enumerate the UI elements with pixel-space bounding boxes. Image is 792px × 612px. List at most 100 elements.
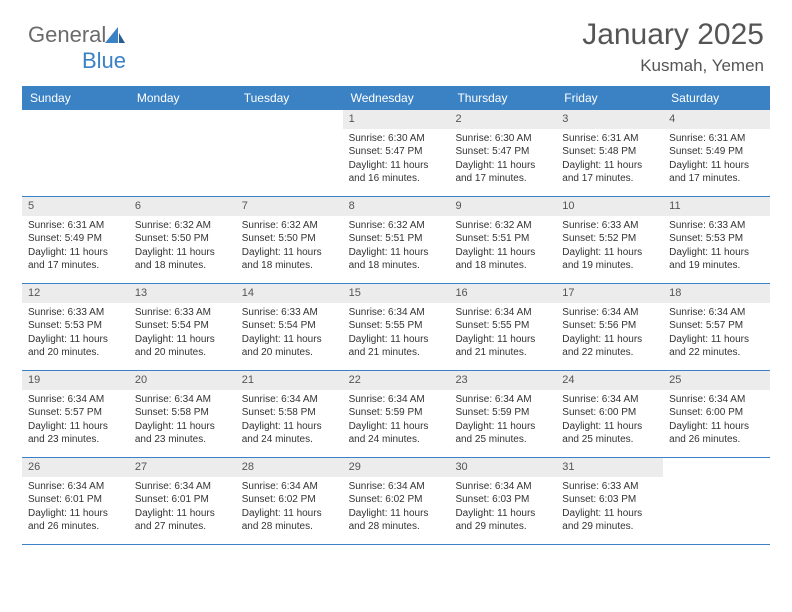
calendar-day-cell: 8Sunrise: 6:32 AMSunset: 5:51 PMDaylight…: [343, 197, 450, 283]
sunrise-text: Sunrise: 6:34 AM: [242, 480, 337, 494]
calendar-day-cell: 18Sunrise: 6:34 AMSunset: 5:57 PMDayligh…: [663, 284, 770, 370]
sunset-text: Sunset: 5:59 PM: [349, 406, 444, 420]
daylight-line1: Daylight: 11 hours: [455, 159, 550, 173]
calendar-header-cell: Sunday: [22, 86, 129, 110]
day-info: Sunrise: 6:32 AMSunset: 5:50 PMDaylight:…: [236, 216, 343, 277]
sunrise-text: Sunrise: 6:34 AM: [242, 393, 337, 407]
calendar-week-row: 26Sunrise: 6:34 AMSunset: 6:01 PMDayligh…: [22, 458, 770, 545]
sunrise-text: Sunrise: 6:34 AM: [349, 480, 444, 494]
daylight-line1: Daylight: 11 hours: [242, 507, 337, 521]
calendar-day-cell: 28Sunrise: 6:34 AMSunset: 6:02 PMDayligh…: [236, 458, 343, 544]
sunset-text: Sunset: 5:58 PM: [135, 406, 230, 420]
daylight-line2: and 29 minutes.: [455, 520, 550, 534]
daylight-line2: and 18 minutes.: [349, 259, 444, 273]
calendar-day-cell: 9Sunrise: 6:32 AMSunset: 5:51 PMDaylight…: [449, 197, 556, 283]
day-number: 14: [236, 284, 343, 303]
calendar-day-cell: [663, 458, 770, 544]
sunrise-text: Sunrise: 6:34 AM: [349, 393, 444, 407]
daylight-line1: Daylight: 11 hours: [562, 246, 657, 260]
calendar-week-row: 19Sunrise: 6:34 AMSunset: 5:57 PMDayligh…: [22, 371, 770, 458]
daylight-line1: Daylight: 11 hours: [562, 420, 657, 434]
sunset-text: Sunset: 5:52 PM: [562, 232, 657, 246]
sunrise-text: Sunrise: 6:33 AM: [28, 306, 123, 320]
day-number: 23: [449, 371, 556, 390]
daylight-line1: Daylight: 11 hours: [349, 333, 444, 347]
calendar-day-cell: 24Sunrise: 6:34 AMSunset: 6:00 PMDayligh…: [556, 371, 663, 457]
day-info: Sunrise: 6:34 AMSunset: 6:02 PMDaylight:…: [236, 477, 343, 538]
day-number: 28: [236, 458, 343, 477]
daylight-line2: and 22 minutes.: [562, 346, 657, 360]
sunrise-text: Sunrise: 6:34 AM: [455, 480, 550, 494]
calendar-header-row: SundayMondayTuesdayWednesdayThursdayFrid…: [22, 86, 770, 110]
daylight-line1: Daylight: 11 hours: [242, 420, 337, 434]
day-info: Sunrise: 6:31 AMSunset: 5:49 PMDaylight:…: [663, 129, 770, 190]
day-info: Sunrise: 6:34 AMSunset: 5:59 PMDaylight:…: [449, 390, 556, 451]
calendar: SundayMondayTuesdayWednesdayThursdayFrid…: [22, 86, 770, 545]
day-number: 2: [449, 110, 556, 129]
day-number: 10: [556, 197, 663, 216]
calendar-day-cell: 7Sunrise: 6:32 AMSunset: 5:50 PMDaylight…: [236, 197, 343, 283]
daylight-line2: and 23 minutes.: [135, 433, 230, 447]
calendar-day-cell: 30Sunrise: 6:34 AMSunset: 6:03 PMDayligh…: [449, 458, 556, 544]
day-info: Sunrise: 6:34 AMSunset: 6:03 PMDaylight:…: [449, 477, 556, 538]
sunrise-text: Sunrise: 6:34 AM: [28, 393, 123, 407]
daylight-line1: Daylight: 11 hours: [135, 246, 230, 260]
daylight-line1: Daylight: 11 hours: [349, 507, 444, 521]
day-number: 31: [556, 458, 663, 477]
day-info: Sunrise: 6:34 AMSunset: 5:58 PMDaylight:…: [129, 390, 236, 451]
daylight-line2: and 24 minutes.: [349, 433, 444, 447]
day-number: 3: [556, 110, 663, 129]
daylight-line2: and 18 minutes.: [135, 259, 230, 273]
page-title: January 2025: [582, 18, 764, 52]
calendar-body: 1Sunrise: 6:30 AMSunset: 5:47 PMDaylight…: [22, 110, 770, 545]
daylight-line2: and 21 minutes.: [349, 346, 444, 360]
sunset-text: Sunset: 5:49 PM: [28, 232, 123, 246]
calendar-day-cell: 20Sunrise: 6:34 AMSunset: 5:58 PMDayligh…: [129, 371, 236, 457]
sunset-text: Sunset: 5:54 PM: [242, 319, 337, 333]
day-info: Sunrise: 6:32 AMSunset: 5:50 PMDaylight:…: [129, 216, 236, 277]
sunset-text: Sunset: 6:03 PM: [455, 493, 550, 507]
calendar-header-cell: Thursday: [449, 86, 556, 110]
sunrise-text: Sunrise: 6:31 AM: [28, 219, 123, 233]
sunset-text: Sunset: 6:02 PM: [242, 493, 337, 507]
day-info: Sunrise: 6:34 AMSunset: 5:55 PMDaylight:…: [343, 303, 450, 364]
sunset-text: Sunset: 5:55 PM: [455, 319, 550, 333]
calendar-day-cell: [129, 110, 236, 196]
day-number: 20: [129, 371, 236, 390]
sunrise-text: Sunrise: 6:33 AM: [562, 480, 657, 494]
day-info: Sunrise: 6:30 AMSunset: 5:47 PMDaylight:…: [343, 129, 450, 190]
day-info: Sunrise: 6:31 AMSunset: 5:48 PMDaylight:…: [556, 129, 663, 190]
daylight-line2: and 20 minutes.: [242, 346, 337, 360]
day-number: 17: [556, 284, 663, 303]
calendar-day-cell: 13Sunrise: 6:33 AMSunset: 5:54 PMDayligh…: [129, 284, 236, 370]
sunset-text: Sunset: 6:00 PM: [669, 406, 764, 420]
daylight-line2: and 20 minutes.: [135, 346, 230, 360]
calendar-day-cell: 26Sunrise: 6:34 AMSunset: 6:01 PMDayligh…: [22, 458, 129, 544]
day-info: Sunrise: 6:34 AMSunset: 5:57 PMDaylight:…: [663, 303, 770, 364]
sunrise-text: Sunrise: 6:34 AM: [28, 480, 123, 494]
sunset-text: Sunset: 5:54 PM: [135, 319, 230, 333]
calendar-week-row: 1Sunrise: 6:30 AMSunset: 5:47 PMDaylight…: [22, 110, 770, 197]
daylight-line2: and 29 minutes.: [562, 520, 657, 534]
daylight-line2: and 18 minutes.: [455, 259, 550, 273]
logo-text-2: Blue: [82, 48, 126, 74]
daylight-line1: Daylight: 11 hours: [455, 420, 550, 434]
day-number: 30: [449, 458, 556, 477]
sunset-text: Sunset: 5:51 PM: [455, 232, 550, 246]
calendar-day-cell: 11Sunrise: 6:33 AMSunset: 5:53 PMDayligh…: [663, 197, 770, 283]
daylight-line1: Daylight: 11 hours: [669, 246, 764, 260]
day-number: 19: [22, 371, 129, 390]
daylight-line1: Daylight: 11 hours: [28, 507, 123, 521]
day-number: 5: [22, 197, 129, 216]
sunrise-text: Sunrise: 6:34 AM: [455, 393, 550, 407]
sunrise-text: Sunrise: 6:33 AM: [562, 219, 657, 233]
daylight-line2: and 26 minutes.: [669, 433, 764, 447]
sunset-text: Sunset: 6:00 PM: [562, 406, 657, 420]
calendar-day-cell: 14Sunrise: 6:33 AMSunset: 5:54 PMDayligh…: [236, 284, 343, 370]
sunset-text: Sunset: 5:50 PM: [135, 232, 230, 246]
calendar-day-cell: 17Sunrise: 6:34 AMSunset: 5:56 PMDayligh…: [556, 284, 663, 370]
day-number: 8: [343, 197, 450, 216]
day-number: 15: [343, 284, 450, 303]
calendar-day-cell: 31Sunrise: 6:33 AMSunset: 6:03 PMDayligh…: [556, 458, 663, 544]
day-info: Sunrise: 6:34 AMSunset: 5:56 PMDaylight:…: [556, 303, 663, 364]
